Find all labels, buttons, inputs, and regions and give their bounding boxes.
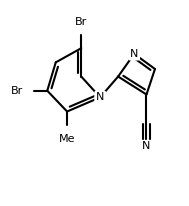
Text: Br: Br — [75, 17, 87, 27]
Text: Me: Me — [59, 134, 75, 144]
Text: N: N — [130, 49, 138, 59]
Text: N: N — [96, 92, 104, 102]
Text: Br: Br — [10, 86, 23, 96]
Text: N: N — [142, 142, 151, 151]
